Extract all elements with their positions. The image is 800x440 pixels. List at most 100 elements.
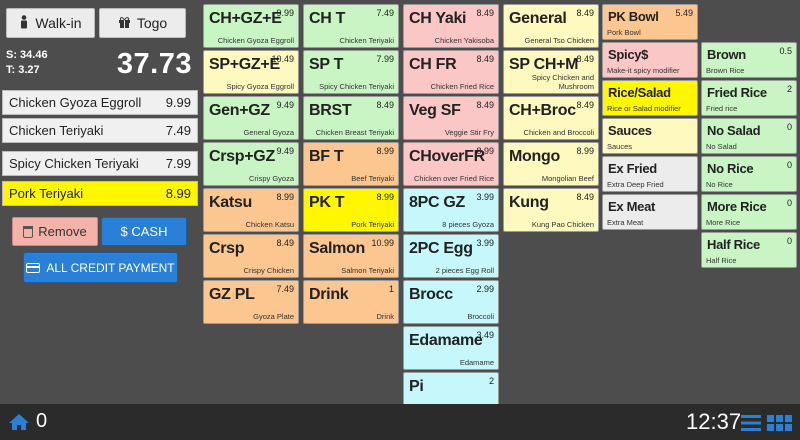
menu-item-price: 7.49: [276, 284, 294, 294]
menu-item-description: No Rice: [706, 180, 733, 189]
menu-item-button[interactable]: Edamame 3.49 Edamame: [403, 326, 499, 370]
menu-item-button[interactable]: Crsp+GZ 9.49 Crispy Gyoza: [203, 142, 299, 186]
menu-item-button[interactable]: Brown 0.5 Brown Rice: [701, 42, 797, 78]
menu-item-price: 0: [786, 160, 792, 170]
menu-item-button[interactable]: Crsp 8.49 Crispy Chicken: [203, 234, 299, 278]
menu-item-button[interactable]: Half Rice 0 Half Rice: [701, 232, 797, 268]
menu-item-button[interactable]: Ex Meat Extra Meat: [602, 194, 698, 230]
menu-item-title: CH T: [309, 10, 346, 27]
menu-item-price: 0: [786, 122, 792, 132]
menu-item-button[interactable]: CH Yaki 8.49 Chicken Yakisoba: [403, 4, 499, 48]
menu-item-price: 3.49: [476, 330, 494, 340]
menu-item-price: 8.49: [576, 54, 594, 64]
menu-item-button[interactable]: CH T 7.49 Chicken Teriyaki: [303, 4, 399, 48]
cash-label: $ CASH: [120, 224, 168, 239]
menu-item-button[interactable]: SP+GZ+E 10.49 Spicy Gyoza Eggroll: [203, 50, 299, 94]
menu-item-title: SP T: [309, 56, 344, 73]
menu-item-price: 8.99: [576, 146, 594, 156]
menu-item-price: 10.99: [371, 238, 394, 248]
menu-item-button[interactable]: GZ PL 7.49 Gyoza Plate: [203, 280, 299, 324]
menu-item-description: Drink: [376, 312, 394, 321]
cash-button[interactable]: $ CASH: [101, 217, 187, 246]
credit-payment-button[interactable]: ALL CREDIT PAYMENT: [23, 252, 178, 283]
menu-item-button[interactable]: CHoverFR 8.99 Chicken over Fried Rice: [403, 142, 499, 186]
menu-item-price: 8.49: [576, 100, 594, 110]
menu-item-button[interactable]: More Rice 0 More Rice: [701, 194, 797, 230]
togo-label: Togo: [136, 15, 168, 31]
menu-item-description: Spicy Chicken Teriyaki: [319, 82, 394, 91]
order-item-price: 9.99: [165, 95, 191, 110]
menu-item-price: 8.49: [276, 238, 294, 248]
togo-button[interactable]: Togo: [99, 8, 186, 38]
menu-item-button[interactable]: Kung 8.49 Kung Pao Chicken: [503, 188, 599, 232]
menu-item-title: SP+GZ+E: [209, 56, 280, 73]
menu-item-button[interactable]: No Salad 0 No Salad: [701, 118, 797, 154]
menu-item-title: CH Yaki: [409, 10, 467, 27]
menu-item-description: Chicken Fried Rice: [430, 82, 494, 91]
menu-item-description: Spicy Chicken and Mushroom: [531, 73, 594, 91]
menu-item-price: 8.99: [476, 146, 494, 156]
menu-item-description: Chicken Teriyaki: [339, 36, 394, 45]
home-icon[interactable]: [8, 413, 30, 431]
menu-item-title: Salmon: [309, 240, 365, 257]
menu-item-button[interactable]: CH+GZ+E 9.99 Chicken Gyoza Eggroll: [203, 4, 299, 48]
menu-icon[interactable]: [741, 415, 761, 431]
walk-in-button[interactable]: Walk-in: [6, 8, 95, 38]
menu-item-button[interactable]: Mongo 8.99 Mongolian Beef: [503, 142, 599, 186]
menu-item-description: Chicken over Fried Rice: [413, 174, 494, 183]
menu-item-button[interactable]: Sauces Sauces: [602, 118, 698, 154]
order-item-name: Chicken Teriyaki: [9, 123, 104, 138]
order-item-name: Chicken Gyoza Eggroll: [9, 95, 142, 110]
menu-item-button[interactable]: CH+Broc 8.49 Chicken and Broccoli: [503, 96, 599, 140]
menu-item-price: 2: [488, 376, 494, 386]
menu-item-price: 8.49: [476, 8, 494, 18]
menu-item-description: Crispy Chicken: [243, 266, 294, 275]
order-line-item[interactable]: Spicy Chicken Teriyaki 7.99: [2, 151, 198, 176]
menu-item-title: General: [509, 10, 567, 27]
menu-item-description: Half Rice: [706, 256, 737, 265]
order-line-item[interactable]: Chicken Teriyaki 7.49: [2, 118, 198, 143]
open-orders-count: 0: [36, 410, 48, 432]
menu-item-button[interactable]: Katsu 8.99 Chicken Katsu: [203, 188, 299, 232]
menu-item-button[interactable]: BRST 8.49 Chicken Breast Teriyaki: [303, 96, 399, 140]
clock: 12:37: [686, 409, 742, 434]
menu-item-button[interactable]: PK Bowl 5.49 Pork Bowl: [602, 4, 698, 40]
menu-item-button[interactable]: Drink 1 Drink: [303, 280, 399, 324]
subtotal-block: S: 34.46 T: 3.27: [6, 48, 48, 78]
menu-item-price: 5.49: [675, 8, 693, 18]
menu-item-description: Chicken and Broccoli: [523, 128, 594, 137]
menu-item-button[interactable]: BF T 8.99 Beef Teriyaki: [303, 142, 399, 186]
menu-item-button[interactable]: Fried Rice 2 Fried rice: [701, 80, 797, 116]
menu-item-button[interactable]: Brocc 2.99 Broccoli: [403, 280, 499, 324]
menu-item-button[interactable]: General 8.49 General Tso Chicken: [503, 4, 599, 48]
order-total: 37.73: [116, 48, 192, 80]
menu-item-price: 8.49: [576, 192, 594, 202]
menu-item-button[interactable]: No Rice 0 No Rice: [701, 156, 797, 192]
menu-item-button[interactable]: Rice/Salad Rice or Salad modifier: [602, 80, 698, 116]
menu-item-description: Extra Meat: [607, 218, 644, 227]
menu-item-button[interactable]: CH FR 8.49 Chicken Fried Rice: [403, 50, 499, 94]
order-line-item[interactable]: Chicken Gyoza Eggroll 9.99: [2, 90, 198, 115]
menu-item-button[interactable]: Gen+GZ 9.49 General Gyoza: [203, 96, 299, 140]
order-line-item[interactable]: Pork Teriyaki 8.99: [2, 181, 198, 206]
menu-item-button[interactable]: 2PC Egg 3.99 2 pieces Egg Roll: [403, 234, 499, 278]
menu-item-button[interactable]: Salmon 10.99 Salmon Teriyaki: [303, 234, 399, 278]
menu-item-description: Edamame: [459, 358, 494, 367]
menu-item-button[interactable]: Spicy$ Make-it spicy modifier: [602, 42, 698, 78]
menu-item-title: CH+Broc: [509, 102, 576, 119]
menu-item-button[interactable]: SP CH+M 8.49 Spicy Chicken and Mushroom: [503, 50, 599, 94]
menu-item-button[interactable]: 8PC GZ 3.99 8 pieces Gyoza: [403, 188, 499, 232]
menu-item-description: Gyoza Plate: [253, 312, 294, 321]
menu-item-button[interactable]: PK T 8.99 Pork Teriyaki: [303, 188, 399, 232]
menu-item-button[interactable]: Ex Fried Extra Deep Fried: [602, 156, 698, 192]
remove-button[interactable]: Remove: [12, 217, 98, 246]
menu-item-price: 8.49: [376, 100, 394, 110]
menu-item-button[interactable]: SP T 7.99 Spicy Chicken Teriyaki: [303, 50, 399, 94]
grid-icon[interactable]: [767, 415, 793, 431]
menu-item-description: Spicy Gyoza Eggroll: [226, 82, 294, 91]
menu-item-button[interactable]: Veg SF 8.49 Veggie Stir Fry: [403, 96, 499, 140]
menu-item-description: Crispy Gyoza: [248, 174, 294, 183]
menu-item-price: 7.99: [376, 54, 394, 64]
menu-item-title: BF T: [309, 148, 344, 165]
menu-item-description: Make-it spicy modifier: [607, 66, 680, 75]
